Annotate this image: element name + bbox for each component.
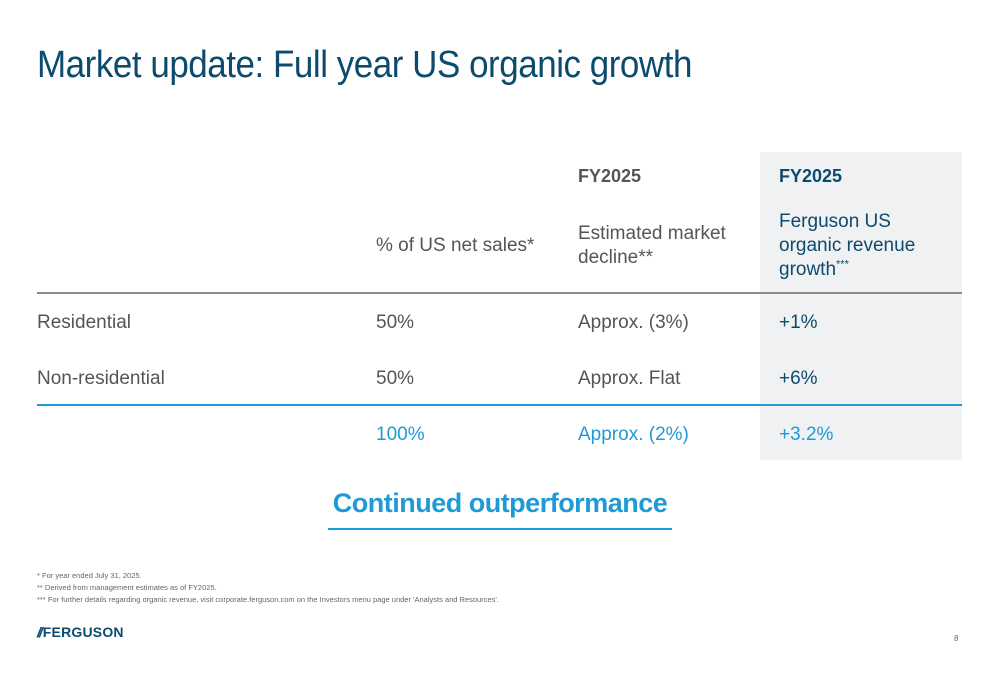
footnote-2: ** Derived from management estimates as …: [37, 583, 217, 592]
row-nonresidential-ferguson: +6%: [779, 368, 818, 389]
footnote-1: * For year ended July 31, 2025.: [37, 571, 142, 580]
col4-label: Ferguson US organic revenue growth***: [779, 210, 954, 282]
ferguson-logo: //FERGUSON: [37, 624, 124, 640]
row-nonresidential-market: Approx. Flat: [578, 368, 681, 389]
total-market: Approx. (2%): [578, 424, 689, 445]
total-divider: [37, 404, 962, 406]
row-residential-share: 50%: [376, 312, 415, 333]
col4-label-growth: growth: [779, 259, 837, 280]
footnote-3: *** For further details regarding organi…: [37, 595, 499, 604]
col4-label-line3: growth***: [779, 258, 954, 282]
row-nonresidential-label: Non-residential: [37, 368, 165, 389]
total-ferguson: +3.2%: [779, 424, 834, 445]
total-share: 100%: [376, 424, 425, 445]
ferguson-column-highlight: [760, 152, 962, 460]
logo-mark-icon: //: [37, 624, 43, 640]
col4-label-sup: ***: [836, 258, 849, 271]
logo-text: FERGUSON: [42, 624, 124, 640]
row-residential-market: Approx. (3%): [578, 312, 689, 333]
col4-year-header: FY2025: [779, 166, 843, 186]
banner-underline: [328, 528, 672, 530]
col3-year-header: FY2025: [578, 166, 642, 186]
row-residential-ferguson: +1%: [779, 312, 818, 333]
col4-label-line1: Ferguson US: [779, 211, 891, 232]
outperformance-banner: Continued outperformance: [332, 488, 668, 518]
col4-label-line2: organic revenue: [779, 235, 916, 256]
row-nonresidential-share: 50%: [376, 368, 415, 389]
col2-label: % of US net sales*: [376, 235, 535, 256]
col3-label: Estimated market decline**: [578, 223, 726, 268]
header-divider: [37, 292, 962, 294]
row-residential-label: Residential: [37, 312, 131, 333]
page-title: Market update: Full year US organic grow…: [37, 44, 692, 86]
footnotes: * For year ended July 31, 2025. ** Deriv…: [37, 570, 499, 606]
page-number: 8: [954, 634, 959, 643]
